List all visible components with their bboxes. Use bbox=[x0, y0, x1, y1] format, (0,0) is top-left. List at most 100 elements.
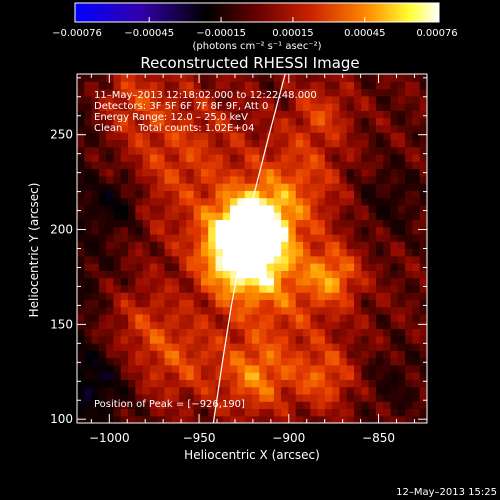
heatmap-cell bbox=[106, 277, 115, 286]
heatmap-cell bbox=[419, 328, 427, 337]
heatmap-cell bbox=[346, 88, 355, 97]
heatmap-cell bbox=[324, 328, 333, 337]
heatmap-cell bbox=[375, 132, 384, 141]
heatmap-cell bbox=[273, 146, 282, 155]
colorbar-ticks: −0.00076 −0.00045 −0.00015 0.00015 0.00045 0.… bbox=[52, 17, 458, 39]
heatmap-cell bbox=[77, 161, 85, 170]
heatmap-cell bbox=[303, 161, 311, 170]
heatmap-cell bbox=[346, 153, 355, 162]
heatmap-cell bbox=[397, 343, 406, 351]
heatmap-cell bbox=[390, 379, 399, 388]
heatmap-cell bbox=[128, 328, 136, 337]
heatmap-cell bbox=[273, 415, 282, 423]
heatmap-cell bbox=[252, 313, 260, 322]
heatmap-cell bbox=[237, 343, 246, 351]
heatmap-cell bbox=[244, 153, 253, 162]
heatmap-cell bbox=[186, 386, 195, 395]
heatmap-cell bbox=[200, 74, 209, 82]
heatmap-cell bbox=[281, 81, 290, 90]
heatmap-cell bbox=[91, 321, 100, 330]
heatmap-cell bbox=[412, 190, 421, 199]
heatmap-cell bbox=[368, 313, 377, 322]
heatmap-cell bbox=[405, 168, 414, 177]
heatmap-cell bbox=[113, 313, 122, 322]
heatmap-cell bbox=[288, 175, 297, 184]
heatmap-cell bbox=[171, 197, 180, 206]
heatmap-cell bbox=[157, 401, 166, 410]
heatmap-cell bbox=[237, 270, 246, 279]
heatmap-cell bbox=[157, 183, 166, 191]
heatmap-cell bbox=[200, 204, 209, 213]
heatmap-cell bbox=[120, 328, 129, 337]
heatmap-cell bbox=[375, 204, 384, 213]
heatmap-cell bbox=[397, 153, 406, 162]
heatmap-cell bbox=[419, 248, 427, 257]
heatmap-cell bbox=[135, 103, 144, 111]
heatmap-cell bbox=[303, 168, 311, 177]
heatmap-cell bbox=[244, 81, 253, 90]
heatmap-cell bbox=[164, 74, 173, 82]
heatmap-cell bbox=[200, 277, 209, 286]
heatmap-cell bbox=[390, 328, 399, 337]
heatmap-cell bbox=[157, 299, 166, 308]
heatmap-cell bbox=[332, 95, 341, 104]
heatmap-cell bbox=[303, 270, 311, 279]
heatmap-cell bbox=[259, 328, 268, 337]
heatmap-cell bbox=[149, 95, 158, 104]
heatmap-cell bbox=[215, 212, 224, 221]
heatmap-cell bbox=[310, 277, 319, 286]
heatmap-cell bbox=[375, 161, 384, 170]
heatmap-cell bbox=[244, 226, 253, 235]
heatmap-cell bbox=[157, 292, 166, 300]
heatmap-cell bbox=[84, 117, 93, 126]
heatmap-cell bbox=[200, 379, 209, 388]
heatmap-cell bbox=[288, 197, 297, 206]
heatmap-cell bbox=[171, 379, 180, 388]
heatmap-cell bbox=[149, 110, 158, 119]
heatmap-cell bbox=[186, 401, 195, 410]
heatmap-cell bbox=[383, 212, 392, 221]
heatmap-cell bbox=[346, 357, 355, 366]
heatmap-cell bbox=[375, 393, 384, 402]
heatmap-cell bbox=[179, 248, 187, 257]
heatmap-cell bbox=[295, 357, 304, 366]
heatmap-cell bbox=[164, 343, 173, 351]
heatmap-cell bbox=[222, 306, 231, 315]
heatmap-cell bbox=[237, 299, 246, 308]
heatmap-cell bbox=[120, 306, 129, 315]
heatmap-cell bbox=[120, 277, 129, 286]
heatmap-cell bbox=[193, 277, 202, 286]
heatmap-cell bbox=[332, 393, 341, 402]
heatmap-cell bbox=[281, 255, 290, 264]
heatmap-cell bbox=[164, 372, 173, 380]
heatmap-cell bbox=[179, 241, 187, 250]
heatmap-cell bbox=[354, 153, 362, 162]
heatmap-cell bbox=[208, 190, 217, 199]
heatmap-cell bbox=[281, 233, 290, 242]
heatmap-cell bbox=[120, 190, 129, 199]
heatmap-cell bbox=[310, 132, 319, 141]
heatmap-cell bbox=[113, 357, 122, 366]
heatmap-cell bbox=[375, 408, 384, 417]
heatmap-cell bbox=[200, 233, 209, 242]
heatmap-cell bbox=[244, 110, 253, 119]
heatmap-cell bbox=[142, 321, 151, 330]
heatmap-cell bbox=[179, 299, 187, 308]
heatmap-cell bbox=[361, 299, 370, 308]
heatmap-cell bbox=[113, 248, 122, 257]
heatmap-cell bbox=[193, 248, 202, 257]
heatmap-cell bbox=[193, 386, 202, 395]
heatmap-cell bbox=[106, 364, 115, 373]
heatmap-cell bbox=[142, 248, 151, 257]
heatmap-cell bbox=[368, 110, 377, 119]
heatmap-cell bbox=[77, 139, 85, 148]
heatmap-cell bbox=[157, 306, 166, 315]
heatmap-cell bbox=[98, 415, 107, 423]
colorbar-tick-label: −0.00015 bbox=[196, 28, 246, 39]
heatmap-cell bbox=[317, 364, 326, 373]
heatmap-cell bbox=[281, 117, 290, 126]
heatmap-cell bbox=[193, 124, 202, 133]
heatmap-cell bbox=[186, 328, 195, 337]
heatmap-cell bbox=[215, 270, 224, 279]
heatmap-cell bbox=[106, 350, 115, 359]
